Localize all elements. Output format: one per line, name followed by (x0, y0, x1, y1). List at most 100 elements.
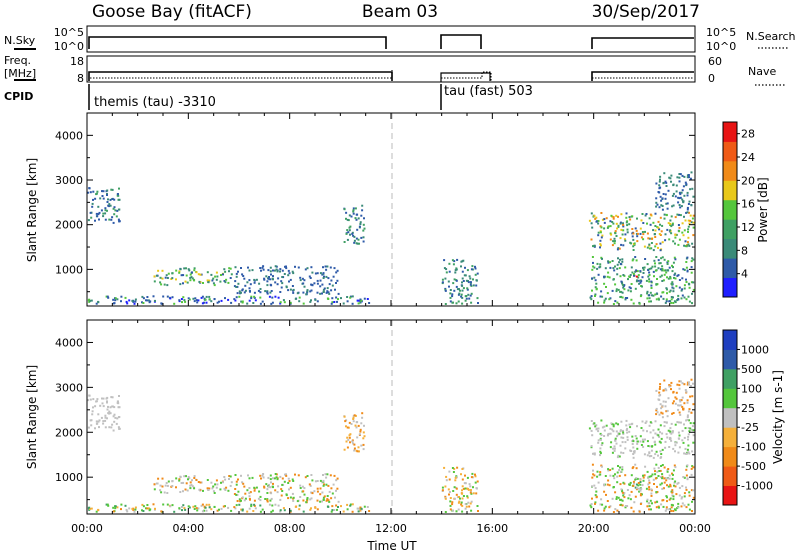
power-cell (622, 244, 625, 247)
power-cell (173, 302, 176, 305)
power-cell (614, 283, 617, 286)
power-cell (106, 209, 108, 212)
velocity-cell (148, 509, 151, 512)
velocity-cell (263, 485, 266, 488)
power-cell (672, 184, 675, 187)
power-cell (281, 269, 284, 272)
power-cell (164, 276, 167, 279)
velocity-cell (621, 504, 624, 507)
velocity-cell (257, 497, 260, 500)
velocity-cell (654, 443, 657, 446)
nave-label: Nave (748, 65, 776, 78)
velocity-cell (235, 493, 238, 496)
velocity-cell (617, 465, 619, 467)
velocity-cell (592, 473, 595, 476)
velocity-cell (289, 496, 292, 499)
power-cell (309, 277, 312, 279)
velocity-cell (100, 416, 103, 419)
velocity-cell (114, 505, 117, 508)
velocity-cell (601, 442, 604, 445)
power-cell (622, 222, 624, 225)
velocity-cell (285, 473, 287, 476)
velocity-cell (111, 396, 114, 399)
velocity-cell (475, 487, 478, 490)
velocity-cell (594, 487, 597, 490)
power-cell (661, 280, 664, 282)
power-cell (352, 210, 355, 213)
velocity-cell (259, 510, 262, 513)
velocity-cell (674, 402, 677, 405)
velocity-cell (692, 403, 695, 406)
power-cell (466, 269, 469, 272)
power-cell (193, 269, 196, 272)
power-cell (654, 212, 657, 215)
power-cell (592, 261, 594, 264)
velocity-cell (114, 507, 117, 510)
power-cell (593, 244, 596, 247)
power-cell (678, 213, 680, 216)
power-cell (166, 295, 169, 298)
power-cell (87, 191, 90, 194)
velocity-cell (686, 414, 689, 417)
velocity-cell (660, 453, 663, 455)
power-cell (686, 211, 689, 214)
velocity-cell (443, 466, 446, 469)
velocity-cell (609, 469, 612, 471)
power-cell (182, 274, 185, 277)
power-cell (662, 291, 665, 294)
velocity-cell (260, 477, 262, 480)
power-cell (310, 289, 313, 292)
power-cell (112, 221, 115, 224)
velocity-cell (193, 475, 196, 478)
velocity-cell (597, 441, 600, 444)
velocity-cell (619, 470, 622, 473)
power-cell (599, 263, 602, 266)
power-cell (686, 270, 689, 273)
velocity-cell (175, 486, 177, 489)
power-cell (690, 221, 693, 224)
velocity-colorbar-swatch (723, 368, 737, 389)
nsearch-tick-bottom: 10^0 (706, 40, 736, 53)
velocity-cell (160, 491, 163, 494)
velocity-cell (266, 498, 269, 501)
power-cell (465, 297, 468, 300)
velocity-cell (116, 506, 119, 509)
velocity-cell (670, 503, 673, 506)
velocity-cell (360, 507, 363, 510)
velocity-cell (642, 476, 645, 479)
velocity-cell (619, 466, 621, 469)
velocity-cell (631, 435, 634, 438)
power-cell (685, 183, 688, 186)
velocity-cell (599, 454, 601, 457)
power-cell (643, 266, 646, 269)
power-cell (354, 217, 357, 220)
velocity-cell (678, 380, 681, 383)
velocity-cell (611, 451, 614, 454)
power-cell (120, 300, 122, 303)
power-cell (448, 262, 451, 265)
power-cell (279, 270, 281, 273)
power-cell (348, 226, 351, 229)
velocity-cell (685, 419, 688, 422)
velocity-cell (686, 448, 689, 451)
power-cell (647, 237, 650, 240)
velocity-cell (461, 478, 464, 481)
velocity-cell (600, 444, 603, 446)
velocity-cell (661, 416, 664, 419)
velocity-cell (306, 475, 309, 477)
velocity-cell (475, 492, 478, 495)
power-cell (665, 213, 668, 216)
power-cell (664, 301, 667, 304)
power-cell (640, 219, 643, 222)
power-cell (171, 296, 174, 299)
power-cell (685, 211, 688, 214)
velocity-cell (182, 481, 185, 484)
velocity-cell (305, 501, 308, 504)
velocity-cell (110, 396, 113, 399)
velocity-cell (276, 478, 279, 481)
velocity-cell (112, 510, 115, 513)
velocity-cell (614, 439, 617, 442)
velocity-cell (622, 492, 625, 495)
power-cell (659, 268, 662, 271)
velocity-cell (166, 492, 169, 494)
